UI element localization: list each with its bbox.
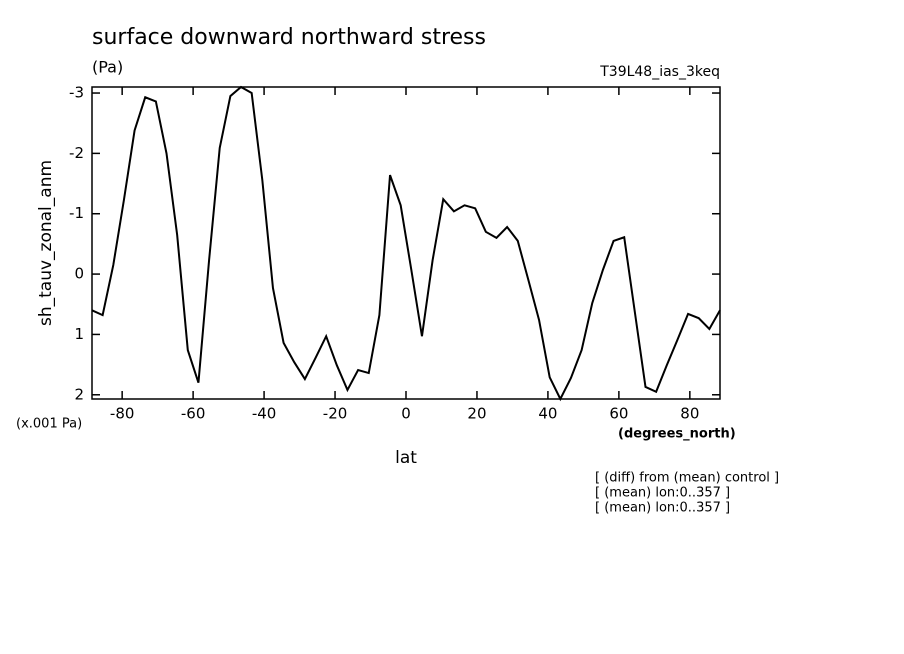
y-tick-label: 1 [74,325,84,343]
y-axis-label: sh_tauv_zonal_anm [36,160,56,326]
x-tick-label: 40 [538,405,557,423]
x-tick-label: 60 [609,405,628,423]
x-tick-label: 20 [467,405,486,423]
y-tick-label: -1 [69,204,84,222]
note: [ (mean) lon:0..357 ] [595,486,730,501]
x-tick-label: -20 [323,405,348,423]
chart-title: surface downward northward stress [92,25,486,50]
x-tick-label: -60 [181,405,206,423]
y-tick-label: -2 [69,144,84,162]
y-tick-label: -3 [69,84,84,102]
run-label: T39L48_ias_3keq [599,64,720,80]
x-tick-label: 0 [401,405,411,423]
x-tick-label: 80 [680,405,699,423]
note: [ (mean) lon:0..357 ] [595,501,730,516]
data-line [91,85,721,402]
y-tick-label: 0 [74,265,84,283]
y-unit: (x.001 Pa) [16,417,82,432]
x-tick-label: -80 [110,405,135,423]
note: [ (diff) from (mean) control ] [595,471,779,486]
subtitle: (Pa) [92,58,123,77]
y-tick-label: 2 [74,385,84,403]
x-tick-label: -40 [252,405,277,423]
x-axis-label: lat [395,448,417,468]
x-unit: (degrees_north) [618,427,736,442]
